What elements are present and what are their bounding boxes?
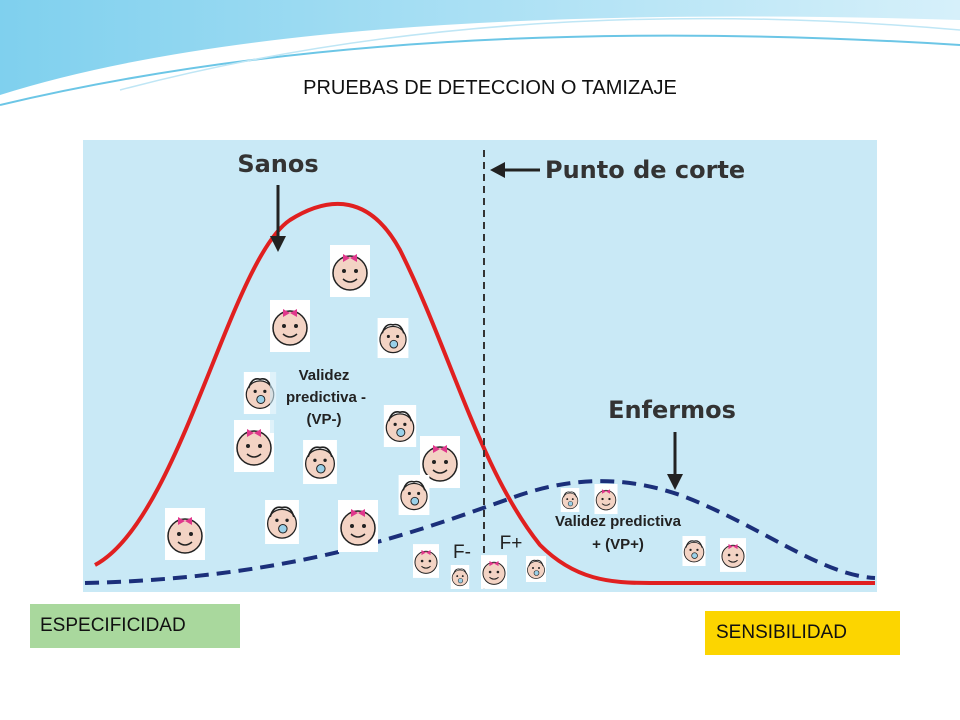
vp-plus-line: + (VP+) <box>592 536 644 553</box>
cutoff-arrowhead <box>490 162 505 178</box>
sensitivity-box <box>705 611 900 655</box>
plot-area <box>83 140 877 592</box>
vp-plus-line: Validez predictiva <box>555 513 682 530</box>
healthy-curve <box>94 201 875 585</box>
vp-minus-line: (VP-) <box>307 411 342 428</box>
specificity-label: ESPECIFICIDAD <box>40 615 186 636</box>
header-line <box>0 34 960 106</box>
vp-minus-line: Validez <box>299 367 350 384</box>
header-wave <box>0 0 960 95</box>
label-backdrop <box>270 363 382 433</box>
false-negative: F- <box>453 542 471 563</box>
sick-label: Enfermos <box>608 396 736 424</box>
header-line <box>119 17 960 91</box>
sick-curve <box>84 479 876 585</box>
vp-minus-line: predictiva - <box>286 389 366 406</box>
sick-arrowhead <box>667 474 683 490</box>
healthy-label: Sanos <box>237 150 318 178</box>
healthy-arrowhead <box>270 236 286 252</box>
specificity-box <box>30 604 240 648</box>
cutoff-label: Punto de corte <box>545 156 745 184</box>
sensitivity-label: SENSIBILIDAD <box>716 622 847 643</box>
false-positive: F+ <box>500 533 523 554</box>
slide-title: PRUEBAS DE DETECCION O TAMIZAJE <box>303 77 677 99</box>
